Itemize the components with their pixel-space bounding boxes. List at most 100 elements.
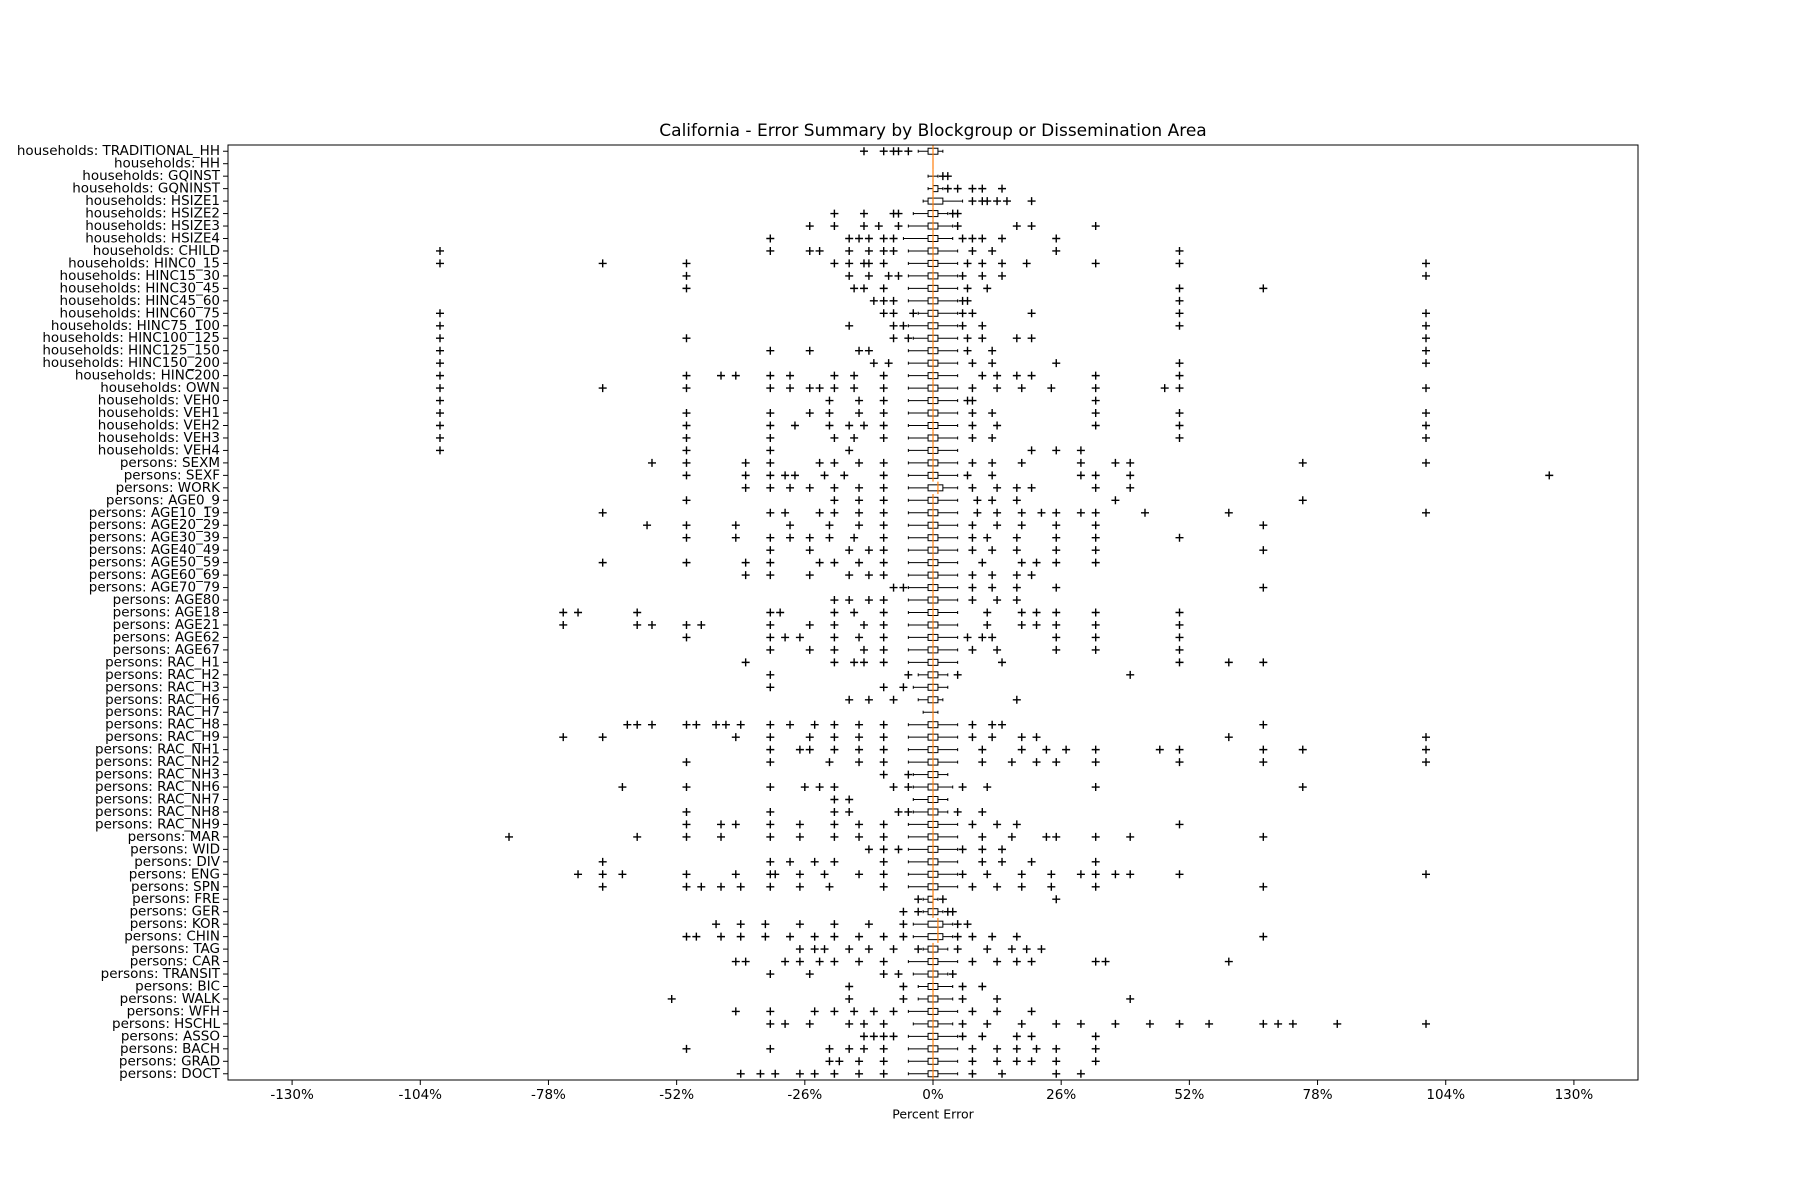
flier [1298, 458, 1307, 467]
flier [973, 508, 982, 517]
flier [766, 471, 775, 480]
flier [879, 458, 888, 467]
flier [845, 321, 854, 330]
flier [864, 546, 873, 555]
flier [879, 870, 888, 879]
flier [1126, 483, 1135, 492]
flier [682, 758, 691, 767]
flier [795, 870, 804, 879]
flier [1259, 284, 1268, 293]
flier [1175, 359, 1184, 368]
flier [781, 1019, 790, 1028]
y-tick-label: persons: AGE40_49 [89, 542, 220, 558]
y-tick-label: persons: WORK [116, 480, 222, 496]
flier [830, 920, 839, 929]
flier [968, 1069, 977, 1078]
flier [884, 359, 893, 368]
flier [958, 271, 967, 280]
flier [958, 234, 967, 243]
flier [781, 957, 790, 966]
flier [435, 334, 444, 343]
flier [1091, 633, 1100, 642]
y-tick-label: persons: DIV [134, 854, 221, 870]
flier [894, 222, 903, 231]
y-tick-label: households: HSIZE4 [85, 231, 220, 247]
flier [830, 720, 839, 729]
flier [958, 1032, 967, 1041]
flier [1175, 284, 1184, 293]
flier [993, 820, 1002, 829]
flier [1126, 870, 1135, 879]
flier [830, 832, 839, 841]
plot-frame [227, 144, 1639, 1081]
flier [766, 1007, 775, 1016]
flier [988, 433, 997, 442]
flier [879, 932, 888, 941]
flier [1042, 745, 1051, 754]
flier [850, 371, 859, 380]
flier [766, 458, 775, 467]
flier [1027, 309, 1036, 318]
flier [741, 571, 750, 580]
flier [435, 246, 444, 255]
flier [983, 1019, 992, 1028]
y-tick-label: persons: RAC_H8 [105, 717, 220, 733]
flier [766, 371, 775, 380]
flier [1111, 496, 1120, 505]
flier [978, 371, 987, 380]
flier [682, 620, 691, 629]
flier [840, 471, 849, 480]
flier [1012, 596, 1021, 605]
flier [830, 483, 839, 492]
flier [1012, 1044, 1021, 1053]
flier [810, 945, 819, 954]
flier [998, 234, 1007, 243]
flier [993, 645, 1002, 654]
flier [869, 359, 878, 368]
flier [864, 945, 873, 954]
flier [1047, 870, 1056, 879]
x-tick-label: -52% [659, 1087, 694, 1103]
flier [879, 1032, 888, 1041]
flier [889, 296, 898, 305]
y-tick-label: persons: RAC_NH2 [95, 754, 220, 770]
flier [884, 271, 893, 280]
flier [1091, 558, 1100, 567]
flier [855, 733, 864, 742]
flier [998, 271, 1007, 280]
flier [879, 409, 888, 418]
flier [1175, 421, 1184, 430]
flier [938, 895, 947, 904]
y-tick-label: persons: WFH [127, 1003, 220, 1019]
y-tick-label: persons: FRE [132, 891, 220, 907]
flier [983, 197, 992, 206]
flier [1012, 483, 1021, 492]
flier [830, 783, 839, 792]
flier [766, 645, 775, 654]
flier [830, 596, 839, 605]
flier [756, 1069, 765, 1078]
flier [766, 807, 775, 816]
flier [1017, 458, 1026, 467]
flier [815, 458, 824, 467]
flier [1175, 384, 1184, 393]
flier [993, 1007, 1002, 1016]
flier [1052, 246, 1061, 255]
flier [899, 583, 908, 592]
flier [598, 870, 607, 879]
flier [968, 596, 977, 605]
flier [879, 433, 888, 442]
flier [741, 558, 750, 567]
flier [1175, 620, 1184, 629]
flier [1259, 745, 1268, 754]
flier [598, 857, 607, 866]
flier [859, 147, 868, 156]
flier [968, 234, 977, 243]
flier [825, 396, 834, 405]
flier [805, 546, 814, 555]
flier [855, 957, 864, 966]
flier [894, 209, 903, 218]
flier [958, 845, 967, 854]
flier [1422, 421, 1431, 430]
flier [968, 409, 977, 418]
